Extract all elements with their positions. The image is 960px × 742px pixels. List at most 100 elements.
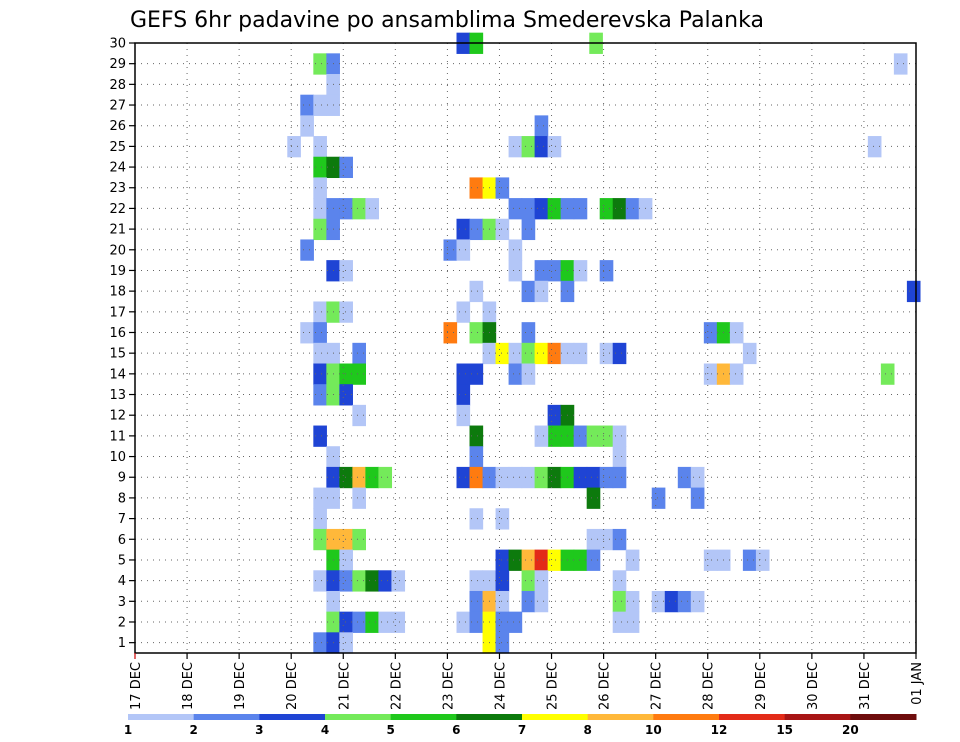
y-tick-label: 25 <box>109 140 126 155</box>
heatmap-cell <box>547 342 562 365</box>
y-tick-label: 23 <box>109 181 126 196</box>
x-tick-label: 29 DEC <box>754 662 769 710</box>
heatmap-cell <box>508 549 523 571</box>
heatmap-cell <box>339 549 353 571</box>
heatmap-cell <box>742 342 757 365</box>
heatmap-cell <box>313 425 327 447</box>
x-tick-label: 25 DEC <box>546 662 561 710</box>
heatmap-cell <box>339 198 353 220</box>
heatmap-cell <box>508 198 523 220</box>
x-tick-label: 31 DEC <box>858 662 873 710</box>
colorbar-label: 6 <box>452 723 460 737</box>
heatmap-cell <box>625 611 640 633</box>
colorbar-swatch <box>784 714 851 720</box>
heatmap-cell <box>677 590 692 613</box>
chart-title: GEFS 6hr padavine po ansamblima Smederev… <box>130 8 764 33</box>
heatmap-cell <box>573 260 588 282</box>
heatmap-cell <box>508 611 523 633</box>
heatmap-cell <box>599 528 614 551</box>
y-tick-label: 21 <box>109 223 126 238</box>
heatmap-cell <box>690 487 705 509</box>
heatmap-cell <box>313 218 327 241</box>
colorbar: 1 2 3 4 5 6 7 8 10 12 15 20 <box>124 714 917 737</box>
colorbar-swatch <box>522 714 589 720</box>
colorbar-swatch <box>719 714 786 720</box>
heatmap-cell <box>586 466 601 489</box>
heatmap-cell <box>469 570 484 592</box>
heatmap-cell <box>495 508 510 530</box>
heatmap-cell <box>300 239 314 261</box>
heatmap-cell <box>469 363 484 385</box>
heatmap-cell <box>313 384 327 406</box>
colorbar-swatch <box>390 714 457 720</box>
heatmap-cell <box>456 384 471 406</box>
heatmap-cell <box>729 322 744 344</box>
y-tick-label: 26 <box>109 119 126 134</box>
heatmap-cell <box>287 136 301 158</box>
colorbar-swatch <box>128 714 195 720</box>
heatmap-cell <box>729 363 744 385</box>
heatmap-cell <box>534 342 549 365</box>
y-tick-label: 28 <box>109 78 126 93</box>
heatmap-cell <box>599 260 614 282</box>
heatmap-cell <box>339 632 353 654</box>
heatmap-cell <box>625 198 640 220</box>
heatmap-cell <box>906 280 921 303</box>
heatmap-cell <box>313 198 327 220</box>
y-tick-label: 15 <box>109 347 126 362</box>
y-tick-label: 30 <box>109 37 126 52</box>
heatmap-cell <box>508 260 523 282</box>
heatmap-cell <box>586 528 601 551</box>
heatmap-cell <box>300 94 314 116</box>
heatmap-cell <box>521 218 536 241</box>
heatmap-cell <box>547 198 562 220</box>
heatmap-cell <box>573 342 588 365</box>
heatmap-cell <box>456 466 471 489</box>
heatmap-cell <box>352 487 366 509</box>
heatmap-cell <box>339 466 353 489</box>
heatmap-cell <box>313 177 327 199</box>
heatmap-cell <box>378 611 393 633</box>
grid-lines <box>135 42 916 653</box>
heatmap-cell <box>378 466 393 489</box>
heatmap-cell <box>469 280 484 303</box>
heatmap-cell <box>508 342 523 365</box>
heatmap-cell <box>313 322 327 344</box>
heatmap-cell <box>469 508 484 530</box>
heatmap-cell <box>313 570 327 592</box>
heatmap-cell <box>586 549 601 571</box>
heatmap-cell <box>547 404 562 427</box>
x-tick-label: 01 JAN <box>910 662 925 705</box>
heatmap-cell <box>573 198 588 220</box>
heatmap-cell <box>469 218 484 241</box>
heatmap-cell <box>313 528 327 551</box>
colorbar-label: 4 <box>321 723 329 737</box>
heatmap-cell <box>495 218 510 241</box>
heatmap-cell <box>612 570 627 592</box>
y-tick-label: 29 <box>109 57 126 72</box>
heatmap-cell <box>612 590 627 613</box>
heatmap-cell <box>339 611 353 633</box>
heatmap-cell <box>612 342 627 365</box>
y-tick-label: 8 <box>118 491 126 506</box>
heatmap-cell <box>573 466 588 489</box>
heatmap-cell <box>521 570 536 592</box>
x-axis: 17 DEC 18 DEC 19 DEC 20 DEC 21 DEC 22 DEC 23 D… <box>129 653 925 710</box>
heatmap-cell <box>508 136 523 158</box>
y-axis: 1234567891011121314151617181920212223242… <box>109 37 135 651</box>
heatmap-cell <box>690 466 705 489</box>
x-tick-label: 30 DEC <box>806 662 821 710</box>
heatmap-cell <box>495 590 510 613</box>
x-tick-label: 20 DEC <box>285 662 300 710</box>
heatmap-cell <box>547 136 562 158</box>
heatmap-cell <box>313 53 327 75</box>
heatmap-cell <box>365 466 380 489</box>
heatmap-cell <box>495 466 510 489</box>
heatmap-cell <box>456 404 471 427</box>
heatmap-cell <box>547 466 562 489</box>
colorbar-label: 5 <box>386 723 394 737</box>
heatmap-cell <box>365 198 380 220</box>
heatmap-cell <box>352 528 366 551</box>
heatmap-cell <box>534 425 549 447</box>
heatmap-cell <box>313 363 327 385</box>
